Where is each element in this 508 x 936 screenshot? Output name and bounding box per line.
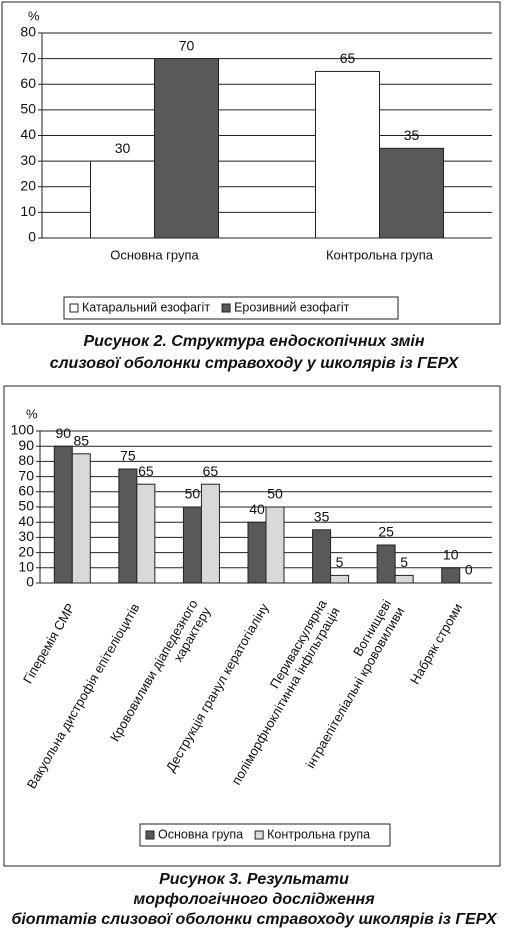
bar <box>154 58 219 239</box>
bar <box>182 506 202 584</box>
y-tick-label: 10 <box>18 559 34 575</box>
legend-box <box>139 823 391 847</box>
y-tick-label: 40 <box>20 126 36 142</box>
data-label: 90 <box>55 425 71 441</box>
data-label: 10 <box>443 547 459 563</box>
legend-swatch <box>254 830 264 840</box>
y-tick-label: 60 <box>20 75 36 91</box>
data-label: 35 <box>314 509 330 525</box>
bar <box>330 574 350 584</box>
y-axis-label: % <box>28 8 40 23</box>
chart-frame <box>1 1 501 325</box>
bar <box>315 70 380 239</box>
y-tick-label: 20 <box>20 177 36 193</box>
legend-swatch <box>221 303 231 313</box>
chart-frame <box>3 385 501 867</box>
data-label: 70 <box>179 37 195 53</box>
data-label: 65 <box>203 463 219 479</box>
caption: Рисунок 3. Результати морфологічного досл… <box>11 871 497 928</box>
y-tick-label: 90 <box>18 437 34 453</box>
legend-box <box>63 296 399 320</box>
legend-label: Ерозивний езофагіт <box>234 300 350 314</box>
y-tick-label: 60 <box>18 483 34 499</box>
data-label: 5 <box>400 554 408 570</box>
legend-swatch <box>69 303 79 313</box>
y-tick-label: 50 <box>18 498 34 514</box>
data-label: 30 <box>115 140 131 156</box>
y-tick-label: 0 <box>28 229 36 245</box>
legend-label: Основна група <box>158 827 243 841</box>
bar <box>441 567 461 584</box>
bar <box>312 529 332 584</box>
data-label: 50 <box>267 486 283 502</box>
bar <box>200 483 220 584</box>
y-tick-label: 40 <box>18 513 34 529</box>
bar <box>118 468 138 584</box>
x-tick-label: Гіперемія СМР <box>20 601 78 686</box>
x-tick-label: Набряк строми <box>407 601 465 687</box>
y-tick-label: 20 <box>18 543 34 559</box>
bar <box>136 483 156 584</box>
y-tick-label: 70 <box>18 467 34 483</box>
data-label: 65 <box>138 463 154 479</box>
x-tick-label: Контрольна група <box>326 247 434 262</box>
data-label: 0 <box>465 562 473 578</box>
bar <box>265 506 285 584</box>
y-tick-label: 50 <box>20 101 36 117</box>
bar <box>379 147 444 239</box>
bar <box>394 574 414 584</box>
data-label: 5 <box>336 554 344 570</box>
data-label: 50 <box>185 486 201 502</box>
data-label: 25 <box>378 524 394 540</box>
bar <box>376 544 396 584</box>
bar <box>247 521 267 584</box>
y-tick-label: 80 <box>18 452 34 468</box>
y-axis-label: % <box>26 406 38 421</box>
legend-label: Катаральний езофагіт <box>82 300 210 314</box>
y-tick-label: 80 <box>20 24 36 40</box>
legend-label: Контрольна група <box>267 827 370 841</box>
data-label: 85 <box>73 433 89 449</box>
data-label: 40 <box>249 501 265 517</box>
x-tick-label: Основна група <box>110 247 199 262</box>
y-tick-label: 70 <box>20 49 36 65</box>
legend-swatch <box>145 830 155 840</box>
y-tick-label: 0 <box>26 574 34 590</box>
data-label: 65 <box>340 50 356 66</box>
y-tick-label: 100 <box>11 422 35 438</box>
y-tick-label: 30 <box>18 528 34 544</box>
x-tick-label: Вакуольна дистрофія епітеліоцитів <box>24 601 143 792</box>
bar <box>53 445 73 584</box>
bar <box>71 453 91 584</box>
data-label: 75 <box>120 448 136 464</box>
x-tick-label: Периваскулярнаполіморфноклітинна інфільт… <box>216 597 344 788</box>
data-label: 35 <box>404 127 420 143</box>
bar <box>90 160 155 239</box>
y-tick-label: 10 <box>20 203 36 219</box>
caption: Рисунок 2. Структура ендоскопічних змін с… <box>50 333 460 372</box>
y-tick-label: 30 <box>20 152 36 168</box>
